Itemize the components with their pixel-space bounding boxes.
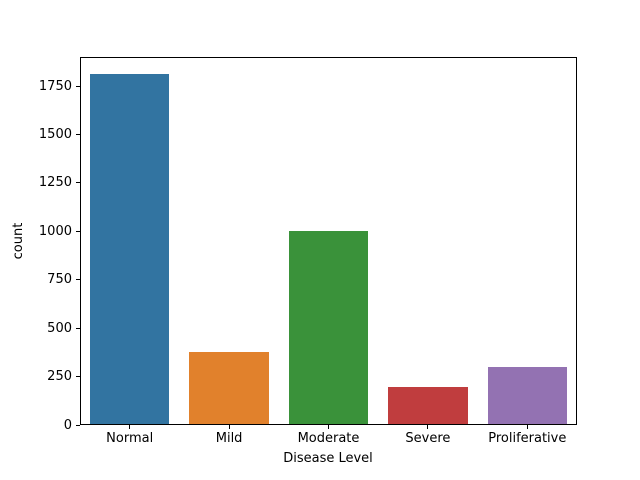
y-tick-mark [76,376,80,378]
y-tick-mark [76,85,80,87]
y-tick-label: 750 [47,272,72,288]
bar-mild [189,352,269,424]
x-tick-mark [228,425,230,429]
y-tick-mark [76,279,80,281]
x-tick-mark [427,425,429,429]
bar-proliferative [487,366,568,424]
y-tick-mark [76,133,80,135]
x-tick-mark [129,425,131,429]
bar-moderate [288,230,369,424]
y-tick-label: 0 [63,417,72,433]
y-tick-label: 1000 [38,223,72,239]
y-tick-mark [76,230,80,232]
plot-area [80,57,577,425]
y-tick-mark [76,424,80,426]
x-tick-label-normal: Normal [106,431,154,446]
x-tick-mark [328,425,329,429]
x-tick-label-severe: Severe [405,431,451,446]
bar-normal [89,74,170,424]
x-tick-mark [526,425,528,429]
y-tick-label: 1750 [38,78,72,94]
y-tick-mark [76,327,80,329]
y-tick-label: 1250 [38,175,72,191]
x-tick-label-proliferative: Proliferative [488,431,567,446]
x-axis-label: Disease Level [283,451,373,466]
y-tick-label: 250 [47,369,72,385]
x-tick-label-moderate: Moderate [297,431,360,446]
y-tick-mark [76,182,80,184]
x-tick-label-mild: Mild [215,431,243,446]
bar-severe [388,386,468,424]
y-tick-label: 1500 [38,126,72,142]
y-tick-label: 500 [47,320,72,336]
